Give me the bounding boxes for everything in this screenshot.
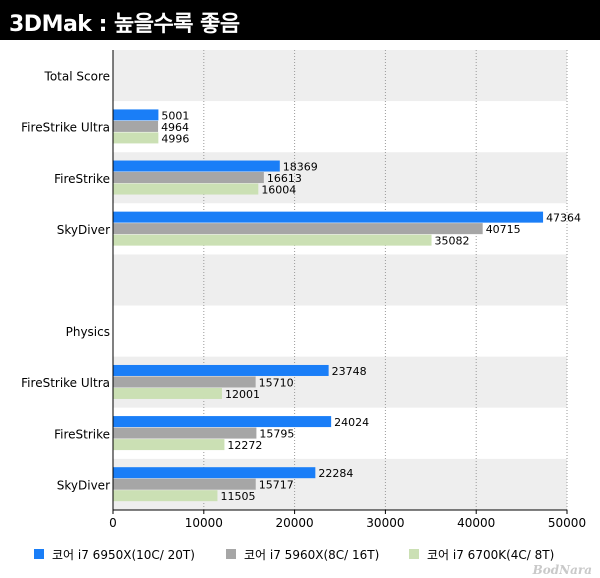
data-label: 47364 <box>546 212 581 225</box>
data-label: 15717 <box>259 479 294 492</box>
data-label: 15710 <box>259 376 294 389</box>
title-bar: 3DMak : 높을수록 좋음 <box>0 0 600 40</box>
bar <box>113 132 159 144</box>
category-label: Total Score <box>44 70 110 84</box>
watermark-logo: BodNara <box>532 563 592 577</box>
plot-band <box>113 254 567 306</box>
plot-band <box>113 305 567 357</box>
category-label: FireStrike <box>54 427 110 441</box>
bar <box>113 172 264 184</box>
category-label: FireStrike Ultra <box>21 121 110 135</box>
bar <box>113 387 222 399</box>
bar <box>113 183 259 195</box>
data-label: 5001 <box>161 109 189 122</box>
bar <box>113 416 332 428</box>
data-label: 23748 <box>332 365 367 378</box>
bar <box>113 109 159 121</box>
x-tick-label: 50000 <box>548 516 586 530</box>
data-label: 4964 <box>161 121 189 134</box>
data-label: 40715 <box>486 223 521 236</box>
data-label: 24024 <box>334 416 369 429</box>
chart-title: 3DMak : 높을수록 좋음 <box>9 12 240 37</box>
data-label: 4996 <box>161 132 189 145</box>
x-tick-label: 20000 <box>276 516 314 530</box>
legend-label-series-2: 코어 i7 5960X(8C/ 16T) <box>244 547 380 562</box>
legend-item-series-2: 코어 i7 5960X(8C/ 16T) <box>226 544 379 564</box>
legend-swatch-series-1 <box>34 549 44 559</box>
data-label: 11505 <box>220 490 255 503</box>
chart-legend: 코어 i7 6950X(10C/ 20T) 코어 i7 5960X(8C/ 16… <box>0 544 600 564</box>
x-tick-label: 30000 <box>366 516 404 530</box>
bar <box>113 223 483 235</box>
bar <box>113 467 316 479</box>
bar <box>113 211 544 223</box>
legend-item-series-1: 코어 i7 6950X(10C/ 20T) <box>34 544 195 564</box>
x-tick-label: 40000 <box>457 516 495 530</box>
legend-swatch-series-3 <box>409 549 419 559</box>
data-label: 12272 <box>227 439 262 452</box>
data-label: 18369 <box>283 161 318 174</box>
category-label: FireStrike Ultra <box>21 376 110 390</box>
bar <box>113 439 225 451</box>
category-label: SkyDiver <box>57 478 110 492</box>
legend-item-series-3: 코어 i7 6700K(4C/ 8T) <box>409 544 554 564</box>
category-label: FireStrike <box>54 172 110 186</box>
plot-band <box>113 101 567 153</box>
data-label: 15795 <box>259 428 294 441</box>
legend-label-series-3: 코어 i7 6700K(4C/ 8T) <box>427 547 555 562</box>
bar <box>113 160 280 172</box>
data-label: 35082 <box>435 235 470 248</box>
x-tick-label: 10000 <box>185 516 223 530</box>
legend-label-series-1: 코어 i7 6950X(10C/ 20T) <box>52 547 195 562</box>
bar <box>113 120 159 132</box>
bar <box>113 427 257 439</box>
data-label: 16004 <box>261 184 296 197</box>
bar <box>113 234 432 246</box>
bar <box>113 490 218 502</box>
category-label: Physics <box>66 325 110 339</box>
data-label: 16613 <box>267 172 302 185</box>
data-label: 12001 <box>225 388 260 401</box>
legend-swatch-series-2 <box>226 549 236 559</box>
bar <box>113 364 329 376</box>
plot-band <box>113 50 567 102</box>
bar <box>113 376 256 388</box>
x-tick-label: 0 <box>109 516 117 530</box>
category-label: SkyDiver <box>57 223 110 237</box>
data-label: 22284 <box>318 467 353 480</box>
bar <box>113 478 256 490</box>
